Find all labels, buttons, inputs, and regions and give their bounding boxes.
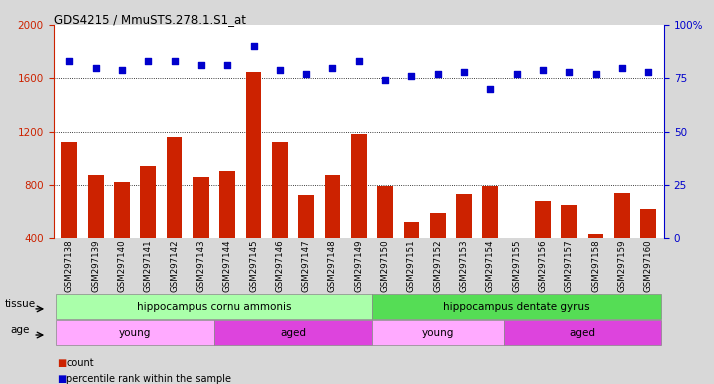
Bar bbox=[372, 294, 661, 319]
Bar bbox=[61, 142, 77, 291]
Text: percentile rank within the sample: percentile rank within the sample bbox=[66, 374, 231, 384]
Point bbox=[537, 67, 548, 73]
Bar bbox=[166, 137, 183, 291]
Text: GSM297148: GSM297148 bbox=[328, 239, 337, 292]
Point bbox=[90, 65, 101, 71]
Text: age: age bbox=[11, 325, 30, 335]
Bar bbox=[561, 205, 577, 291]
Text: ■: ■ bbox=[57, 358, 66, 368]
Bar bbox=[114, 182, 130, 291]
Point bbox=[221, 62, 233, 68]
Point bbox=[301, 71, 312, 77]
Bar bbox=[214, 320, 372, 346]
Text: GSM297150: GSM297150 bbox=[381, 239, 390, 292]
Point bbox=[143, 58, 154, 64]
Point bbox=[432, 71, 443, 77]
Text: GSM297146: GSM297146 bbox=[276, 239, 284, 292]
Text: GSM297155: GSM297155 bbox=[512, 239, 521, 292]
Text: aged: aged bbox=[570, 328, 595, 338]
Bar bbox=[535, 201, 551, 291]
Text: GSM297147: GSM297147 bbox=[301, 239, 311, 292]
Text: young: young bbox=[421, 328, 454, 338]
Bar bbox=[372, 320, 503, 346]
Text: GSM297160: GSM297160 bbox=[644, 239, 653, 292]
Text: GSM297152: GSM297152 bbox=[433, 239, 442, 292]
Text: GSM297149: GSM297149 bbox=[354, 239, 363, 292]
Bar bbox=[88, 175, 104, 291]
Bar bbox=[614, 193, 630, 291]
Bar bbox=[272, 142, 288, 291]
Bar bbox=[219, 172, 235, 291]
Bar bbox=[246, 71, 261, 291]
Text: GSM297157: GSM297157 bbox=[565, 239, 574, 292]
Text: tissue: tissue bbox=[5, 299, 36, 309]
Text: GSM297143: GSM297143 bbox=[196, 239, 206, 292]
Text: GSM297144: GSM297144 bbox=[223, 239, 232, 292]
Bar bbox=[298, 195, 314, 291]
Text: GSM297141: GSM297141 bbox=[144, 239, 153, 292]
Text: GSM297140: GSM297140 bbox=[118, 239, 126, 292]
Bar bbox=[430, 213, 446, 291]
Text: hippocampus dentate gyrus: hippocampus dentate gyrus bbox=[443, 302, 590, 312]
Text: GSM297142: GSM297142 bbox=[170, 239, 179, 292]
Point bbox=[169, 58, 181, 64]
Point bbox=[274, 67, 286, 73]
Bar bbox=[141, 166, 156, 291]
Point bbox=[485, 86, 496, 92]
Text: GSM297159: GSM297159 bbox=[618, 239, 626, 292]
Text: ■: ■ bbox=[57, 374, 66, 384]
Bar bbox=[503, 320, 661, 346]
Text: GSM297145: GSM297145 bbox=[249, 239, 258, 292]
Text: GSM297158: GSM297158 bbox=[591, 239, 600, 292]
Point bbox=[458, 69, 470, 75]
Bar bbox=[456, 194, 472, 291]
Point bbox=[116, 67, 128, 73]
Point bbox=[643, 69, 654, 75]
Text: aged: aged bbox=[280, 328, 306, 338]
Text: GSM297151: GSM297151 bbox=[407, 239, 416, 292]
Bar bbox=[325, 175, 341, 291]
Point bbox=[353, 58, 365, 64]
Bar bbox=[483, 186, 498, 291]
Text: GSM297154: GSM297154 bbox=[486, 239, 495, 292]
Bar bbox=[377, 186, 393, 291]
Point bbox=[616, 65, 628, 71]
Text: GDS4215 / MmuSTS.278.1.S1_at: GDS4215 / MmuSTS.278.1.S1_at bbox=[54, 13, 246, 26]
Point bbox=[64, 58, 75, 64]
Text: count: count bbox=[66, 358, 94, 368]
Point bbox=[248, 43, 259, 50]
Point bbox=[563, 69, 575, 75]
Point bbox=[406, 73, 417, 79]
Bar bbox=[509, 243, 525, 291]
Text: GSM297153: GSM297153 bbox=[460, 239, 468, 292]
Bar bbox=[193, 177, 208, 291]
Text: young: young bbox=[119, 328, 151, 338]
Point bbox=[511, 71, 523, 77]
Point bbox=[379, 77, 391, 83]
Bar bbox=[56, 320, 214, 346]
Text: GSM297156: GSM297156 bbox=[538, 239, 548, 292]
Text: GSM297139: GSM297139 bbox=[91, 239, 100, 292]
Bar bbox=[351, 134, 367, 291]
Text: GSM297138: GSM297138 bbox=[65, 239, 74, 292]
Bar bbox=[403, 222, 419, 291]
Point bbox=[195, 62, 206, 68]
Bar bbox=[640, 209, 656, 291]
Text: hippocampus cornu ammonis: hippocampus cornu ammonis bbox=[137, 302, 291, 312]
Point bbox=[590, 71, 601, 77]
Bar bbox=[56, 294, 372, 319]
Point bbox=[327, 65, 338, 71]
Bar bbox=[588, 234, 603, 291]
